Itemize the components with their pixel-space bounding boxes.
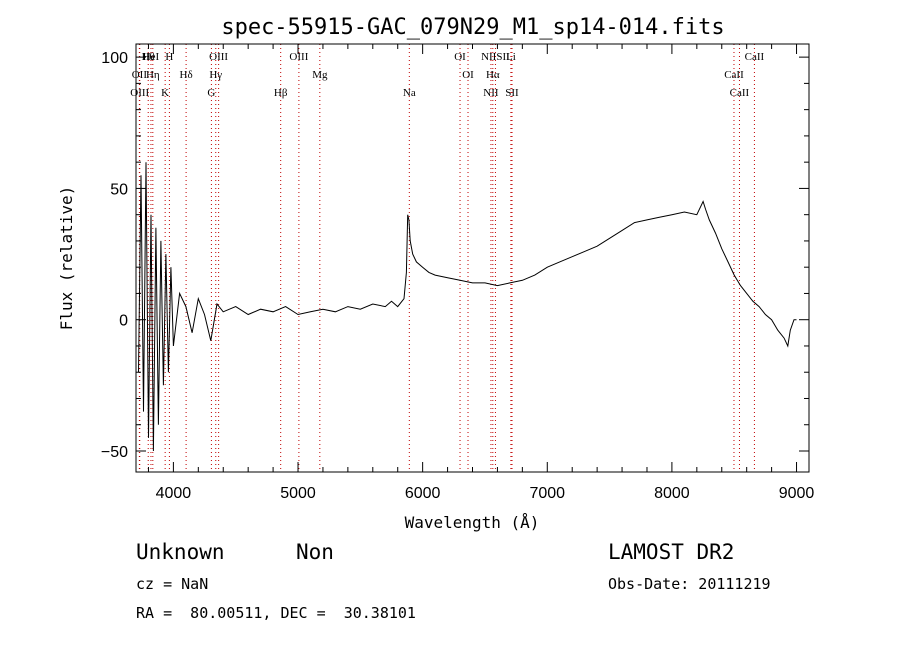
line-marker-label: NII <box>483 87 499 99</box>
coordinates-label: RA = 80.00511, DEC = 30.38101 <box>136 604 416 622</box>
line-marker-label: NIISII <box>481 51 510 63</box>
line-marker-label: Na <box>403 87 416 99</box>
redshift-label: cz = NaN <box>136 575 209 593</box>
line-marker-label: CaII <box>730 87 750 99</box>
line-marker-label: G <box>207 87 215 99</box>
line-marker-label: HeI <box>143 51 160 63</box>
y-tick-label: 0 <box>119 313 128 330</box>
y-axis-label: Flux (relative) <box>57 186 76 331</box>
obs-date-label: Obs-Date: 20111219 <box>608 575 771 593</box>
y-tick-label: −50 <box>101 444 128 461</box>
chart-title: spec-55915-GAC_079N29_M1_sp14-014.fits <box>221 15 724 40</box>
subclass-label: Non <box>296 540 334 564</box>
spectrum-line <box>138 162 797 452</box>
line-marker-label: CaII <box>724 69 744 81</box>
line-marker-label: Hβ <box>274 87 288 99</box>
line-marker-label: Hα <box>486 69 500 81</box>
line-marker-label: Hγ <box>209 69 222 81</box>
line-marker-label: Mg <box>312 69 328 81</box>
x-tick-label: 9000 <box>779 485 815 502</box>
line-marker-label: K <box>161 87 169 99</box>
line-marker-label: OIII <box>130 87 149 99</box>
line-marker-label: H <box>165 51 173 63</box>
line-marker-label: OIII <box>289 51 308 63</box>
x-tick-label: 8000 <box>654 485 690 502</box>
line-marker-label: Hη <box>146 69 160 81</box>
line-marker-label: OI <box>454 51 466 63</box>
survey-label: LAMOST DR2 <box>608 540 735 564</box>
plot-frame <box>135 43 810 473</box>
line-marker-label: Hδ <box>180 69 193 81</box>
spectral-line-markers <box>138 44 755 472</box>
x-tick-label: 4000 <box>156 485 192 502</box>
x-axis-ticks: 4000 5000 6000 7000 8000 9000 <box>147 44 815 502</box>
x-tick-label: 7000 <box>529 485 565 502</box>
line-marker-label: Hθ <box>142 51 155 63</box>
y-tick-label: 100 <box>101 50 128 67</box>
spectral-line-labels: HθOIIOIIIHeIHηKHHδGOIIIHγHβOIIIMgNaOIOIN… <box>130 51 764 99</box>
line-marker-label: SII <box>505 87 519 99</box>
line-marker-label: CaII <box>745 51 765 63</box>
line-marker-label: OIII <box>209 51 228 63</box>
x-tick-label: 6000 <box>405 485 441 502</box>
line-marker-label: OI <box>462 69 474 81</box>
class-label: Unknown <box>136 540 225 564</box>
x-tick-label: 5000 <box>280 485 316 502</box>
y-tick-label: 50 <box>110 181 128 198</box>
y-axis-ticks: −50 0 50 100 <box>101 50 809 461</box>
line-marker-label: Li <box>506 51 516 63</box>
x-axis-label: Wavelength (Å) <box>405 513 540 532</box>
